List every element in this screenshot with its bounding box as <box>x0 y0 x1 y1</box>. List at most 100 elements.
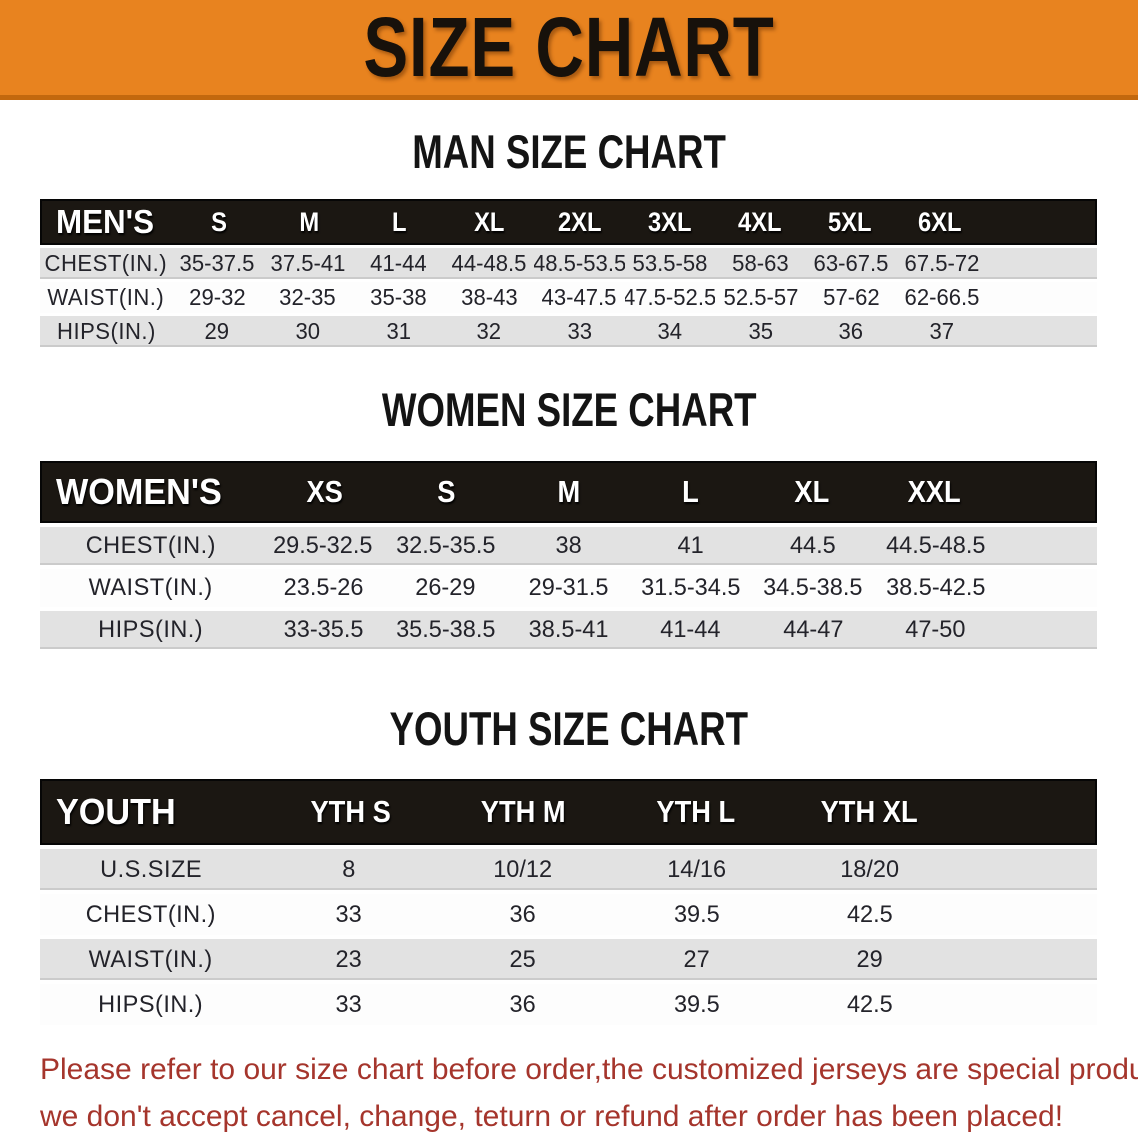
disclaimer-line-2: we don't accept cancel, change, teturn o… <box>40 1094 1108 1140</box>
size-column-header-text: YTH L <box>656 794 735 830</box>
size-value-cell-text: 8 <box>342 856 355 884</box>
table-corner-label-text: YOUTH <box>56 791 176 833</box>
size-value-cell: 35.5-38.5 <box>385 616 508 644</box>
size-value-cell: 37.5-41 <box>263 250 354 277</box>
size-value-cell-text: 42.5 <box>847 991 893 1019</box>
size-value-cell-text: 34.5-38.5 <box>764 574 863 602</box>
size-value-cell: 23.5-26 <box>262 574 385 602</box>
size-value-cell: 32.5-35.5 <box>385 532 508 560</box>
size-value-cell-text: 63-67.5 <box>814 250 889 277</box>
size-value-cell: 29 <box>783 946 957 974</box>
size-value-cell-text: 67.5-72 <box>904 250 979 277</box>
size-column-header: 3XL <box>625 207 715 238</box>
size-value-cell: 47-50 <box>875 616 998 644</box>
size-value-cell: 36 <box>436 901 610 929</box>
size-value-cell-text: 18/20 <box>841 856 900 884</box>
row-label: WAIST(IN.) <box>40 574 262 602</box>
row-label: WAIST(IN.) <box>40 946 262 974</box>
size-value-cell: 58-63 <box>715 250 806 277</box>
size-value-cell-text: 31 <box>386 318 411 345</box>
row-label: CHEST(IN.) <box>40 901 262 929</box>
size-value-cell: 31 <box>353 318 444 345</box>
row-label-text: CHEST(IN.) <box>86 532 216 560</box>
size-value-cell-text: 35-37.5 <box>180 250 255 277</box>
size-value-cell-text: 52.5-57 <box>723 284 798 311</box>
size-column-header-text: 2XL <box>558 207 602 238</box>
size-value-cell: 14/16 <box>610 856 784 884</box>
size-value-cell: 38.5-42.5 <box>875 574 998 602</box>
size-value-cell-text: 26-29 <box>416 574 476 602</box>
size-value-cell-text: 32.5-35.5 <box>396 532 495 560</box>
size-value-cell: 42.5 <box>783 991 957 1019</box>
size-value-cell-text: 33 <box>336 991 362 1019</box>
size-value-cell: 36 <box>436 991 610 1019</box>
row-label-text: U.S.SIZE <box>100 856 202 884</box>
size-column-header-text: XL <box>795 474 830 510</box>
size-value-cell: 38 <box>507 532 630 560</box>
size-value-cell-text: 31.5-34.5 <box>641 574 740 602</box>
size-value-cell: 41 <box>630 532 753 560</box>
size-value-cell: 38.5-41 <box>507 616 630 644</box>
size-column-header: S <box>386 474 508 510</box>
size-value-cell-text: 34 <box>658 318 683 345</box>
size-value-cell-text: 36 <box>510 901 536 929</box>
size-value-cell: 33 <box>262 991 436 1019</box>
size-value-cell-text: 44.5 <box>790 532 836 560</box>
size-value-cell-text: 58-63 <box>732 250 788 277</box>
size-value-cell-text: 36 <box>839 318 864 345</box>
size-column-header: XL <box>444 207 534 238</box>
size-value-cell: 53.5-58 <box>625 250 716 277</box>
size-value-cell: 27 <box>610 946 784 974</box>
size-column-header-text: YTH M <box>481 794 566 830</box>
size-value-cell-text: 47-50 <box>906 616 966 644</box>
size-value-cell: 29-32 <box>172 284 263 311</box>
row-label-text: WAIST(IN.) <box>48 284 165 311</box>
size-value-cell: 57-62 <box>806 284 897 311</box>
size-value-cell-text: 41-44 <box>370 250 426 277</box>
size-value-cell: 33 <box>262 901 436 929</box>
size-value-cell-text: 33 <box>567 318 592 345</box>
size-value-cell-text: 38.5-41 <box>528 616 608 644</box>
size-value-cell-text: 42.5 <box>847 901 893 929</box>
size-value-cell-text: 48.5-53.5 <box>534 250 625 277</box>
table-corner-label-text: MEN'S <box>56 203 154 241</box>
size-value-cell-text: 47.5-52.5 <box>625 284 716 311</box>
size-column-header: YTH M <box>437 794 610 830</box>
size-column-header-text: L <box>392 207 407 238</box>
men-section-heading: MAN SIZE CHART <box>0 128 1138 175</box>
size-value-cell: 35-37.5 <box>172 250 263 277</box>
size-column-header-text: 5XL <box>828 207 872 238</box>
table-corner-label: WOMEN'S <box>42 471 264 513</box>
size-value-cell-text: 39.5 <box>673 991 719 1019</box>
women-section-heading-text: WOMEN SIZE CHART <box>382 386 757 433</box>
size-value-cell: 43-47.5 <box>534 284 625 311</box>
size-value-cell: 47.5-52.5 <box>625 284 716 311</box>
size-value-cell-text: 33 <box>336 901 362 929</box>
size-column-header: M <box>264 207 354 238</box>
table-corner-label: MEN'S <box>42 203 174 241</box>
size-value-cell-text: 30 <box>296 318 321 345</box>
size-column-header: XL <box>751 474 873 510</box>
youth-section-heading-text: YOUTH SIZE CHART <box>390 705 748 752</box>
size-column-header-text: YTH XL <box>820 794 917 830</box>
row-label: HIPS(IN.) <box>40 318 172 345</box>
size-column-header: 2XL <box>534 207 624 238</box>
size-value-cell: 30 <box>263 318 354 345</box>
size-value-cell: 37 <box>896 318 987 345</box>
size-value-cell-text: 10/12 <box>493 856 552 884</box>
size-value-cell: 10/12 <box>436 856 610 884</box>
size-value-cell: 8 <box>262 856 436 884</box>
size-value-cell-text: 25 <box>510 946 536 974</box>
